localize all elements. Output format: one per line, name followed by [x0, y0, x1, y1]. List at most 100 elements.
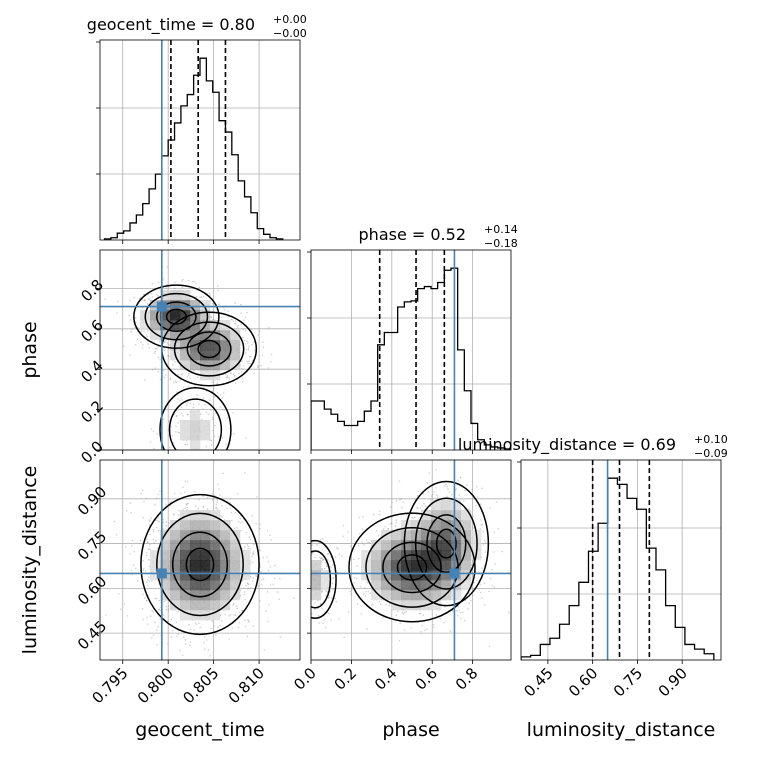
x-tick-label: 0.60 — [565, 664, 601, 700]
density-contours — [311, 480, 490, 623]
sample-point — [154, 597, 156, 600]
sample-point — [182, 415, 184, 417]
sample-point — [257, 365, 259, 367]
density-cell — [190, 550, 201, 561]
density-cell — [160, 540, 171, 551]
sample-point — [192, 406, 195, 409]
sample-point — [326, 565, 328, 568]
sample-point — [181, 654, 184, 657]
sample-point — [343, 636, 346, 639]
sample-point — [193, 629, 195, 631]
sample-point — [237, 626, 240, 629]
sample-point — [435, 487, 437, 489]
truth-marker — [449, 568, 460, 579]
sample-point — [142, 489, 144, 492]
density-cell — [160, 550, 171, 561]
density-cell — [421, 530, 432, 541]
density-cell — [210, 580, 221, 591]
density-cell — [381, 590, 392, 601]
density-cell — [200, 600, 211, 611]
sample-point — [244, 619, 246, 621]
sample-point — [403, 611, 406, 614]
sample-point — [145, 600, 148, 602]
sample-point — [147, 331, 149, 333]
sample-point — [479, 528, 482, 530]
sample-point — [306, 599, 308, 601]
sample-point — [305, 556, 307, 558]
sample-point — [464, 489, 467, 492]
sample-point — [436, 494, 438, 496]
sample-point — [260, 364, 262, 367]
sample-point — [501, 550, 504, 553]
sample-point — [418, 612, 421, 615]
sample-point — [268, 603, 270, 606]
sample-point — [372, 513, 375, 516]
sample-point — [307, 580, 309, 582]
sample-point — [309, 603, 311, 605]
sample-point — [230, 318, 233, 321]
sample-point — [221, 397, 223, 400]
sample-point — [146, 336, 148, 338]
sample-point — [253, 349, 256, 351]
sample-point — [370, 604, 373, 606]
sample-point — [156, 643, 158, 646]
sample-point — [217, 483, 219, 486]
sample-point — [147, 343, 150, 345]
sample-point — [307, 553, 309, 555]
sample-point — [220, 614, 222, 616]
sample-point — [168, 522, 170, 525]
sample-point — [170, 426, 172, 428]
density-cell — [321, 570, 332, 581]
density-cell — [220, 540, 231, 551]
density-cell — [190, 530, 201, 541]
sample-point — [157, 357, 160, 359]
sample-point — [259, 599, 261, 602]
sample-point — [240, 312, 242, 315]
sample-point — [152, 611, 155, 613]
sample-point — [217, 666, 219, 668]
sample-point — [377, 535, 380, 537]
sample-point — [443, 485, 446, 487]
sample-point — [166, 283, 169, 286]
sample-point — [308, 607, 310, 609]
sample-point — [217, 669, 219, 671]
sample-point — [203, 636, 206, 638]
sample-point — [483, 539, 486, 542]
y-tick-label: 0.0 — [77, 437, 107, 467]
sample-point — [198, 622, 200, 624]
sample-point — [189, 472, 191, 474]
sample-point — [294, 569, 296, 571]
sample-point — [443, 621, 446, 624]
sample-point — [321, 590, 324, 593]
sample-point — [197, 376, 199, 379]
sample-point — [210, 439, 213, 442]
sample-point — [488, 645, 491, 648]
sample-point — [184, 491, 186, 493]
sample-point — [202, 408, 204, 410]
sample-point — [175, 431, 177, 433]
density-cell — [451, 560, 462, 571]
sample-point — [243, 546, 246, 548]
sample-point — [147, 579, 149, 581]
sample-point — [306, 569, 308, 571]
sample-point — [145, 334, 148, 336]
x-tick-label: 0.800 — [134, 664, 177, 707]
sample-point — [211, 390, 214, 393]
density-cell — [180, 600, 191, 611]
contour-line — [155, 301, 197, 332]
sample-point — [458, 609, 461, 612]
sample-point — [489, 507, 492, 509]
sample-point — [411, 516, 413, 519]
sample-point — [395, 614, 398, 617]
sample-point — [247, 583, 249, 585]
sample-point — [335, 600, 338, 603]
sample-point — [146, 616, 148, 619]
grid-lines — [310, 250, 511, 450]
sample-point — [228, 638, 230, 640]
sample-point — [240, 323, 242, 326]
sample-point — [305, 548, 307, 550]
density-cell — [441, 570, 452, 581]
sample-point — [356, 565, 358, 567]
density-cell — [441, 580, 452, 591]
sample-point — [237, 520, 240, 523]
